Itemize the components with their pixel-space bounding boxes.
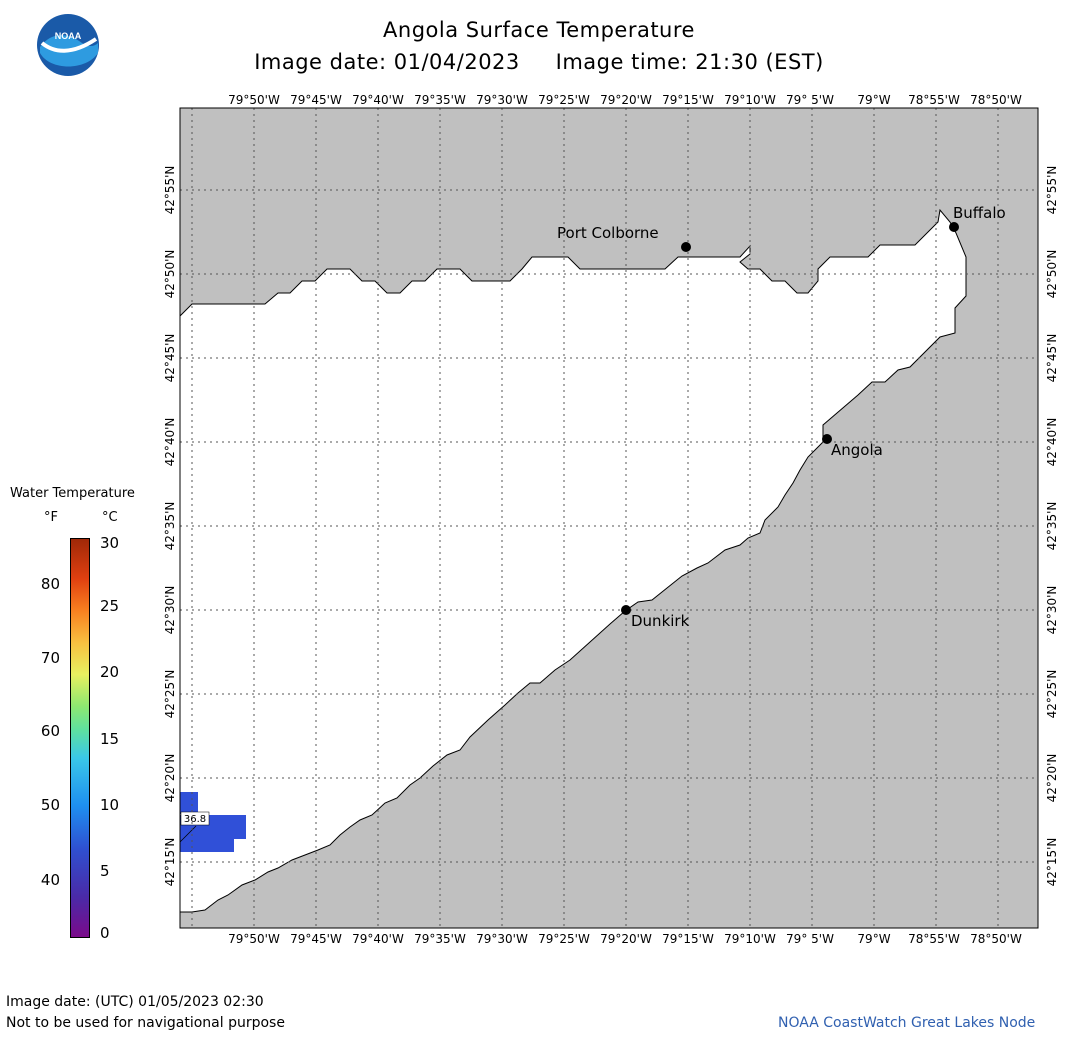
lon-label-top: 79°45'W — [290, 93, 342, 107]
lon-label-bottom: 79°30'W — [476, 932, 528, 946]
city-marker-port-colborne — [681, 242, 691, 252]
city-label-dunkirk: Dunkirk — [631, 612, 690, 630]
temperature-color-bar — [70, 538, 90, 938]
legend-tick-f: 40 — [40, 871, 60, 889]
lat-label-right: 42°50'N — [1045, 250, 1059, 299]
lat-label-right: 42°45'N — [1045, 334, 1059, 383]
lon-label-top: 79°50'W — [228, 93, 280, 107]
city-label-buffalo: Buffalo — [953, 204, 1006, 222]
lon-label-top: 79° 5'W — [786, 93, 834, 107]
lon-label-bottom: 79°40'W — [352, 932, 404, 946]
lon-label-top: 79°W — [857, 93, 890, 107]
legend-unit-c: °C — [102, 510, 118, 525]
lon-label-bottom: 78°55'W — [908, 932, 960, 946]
temperature-readout: 36.8 — [184, 814, 206, 825]
lat-label-left: 42°40'N — [163, 418, 177, 467]
credit-text: NOAA CoastWatch Great Lakes Node — [778, 1015, 1036, 1031]
lon-label-bottom: 79°45'W — [290, 932, 342, 946]
legend-tick-c: 0 — [100, 924, 110, 942]
lat-label-left: 42°20'N — [163, 754, 177, 803]
logo-text: NOAA — [55, 31, 82, 41]
lat-label-right: 42°25'N — [1045, 670, 1059, 719]
city-marker-dunkirk — [621, 605, 631, 615]
lon-label-top: 78°50'W — [970, 93, 1022, 107]
legend-tick-f: 60 — [40, 722, 60, 740]
map-panel: 36.8 79°50'W 79°45'W 79°40'W 79°35'W 79°… — [163, 93, 1059, 946]
lat-label-left: 42°55'N — [163, 166, 177, 215]
city-marker-buffalo — [949, 222, 959, 232]
lon-label-bottom: 79°35'W — [414, 932, 466, 946]
legend-tick-c: 25 — [100, 597, 120, 615]
lon-label-bottom: 78°50'W — [970, 932, 1022, 946]
lat-label-right: 42°15'N — [1045, 838, 1059, 887]
legend-tick-c: 5 — [100, 862, 110, 880]
lon-label-bottom: 79°50'W — [228, 932, 280, 946]
lon-label-top: 79°15'W — [662, 93, 714, 107]
lake-erie-water — [179, 208, 967, 913]
lat-label-right: 42°40'N — [1045, 418, 1059, 467]
legend-tick-f: 70 — [40, 649, 60, 667]
lat-label-left: 42°30'N — [163, 586, 177, 635]
city-label-port-colborne: Port Colborne — [557, 224, 659, 242]
lat-label-left: 42°50'N — [163, 250, 177, 299]
page-title: Angola Surface Temperature — [383, 18, 695, 42]
lat-label-right: 42°55'N — [1045, 166, 1059, 215]
legend-title: Water Temperature — [10, 486, 135, 501]
lat-label-right: 42°35'N — [1045, 502, 1059, 551]
legend-tick-c: 20 — [100, 663, 120, 681]
legend-tick-f: 50 — [40, 796, 60, 814]
lon-label-top: 79°10'W — [724, 93, 776, 107]
lat-label-right: 42°30'N — [1045, 586, 1059, 635]
lat-label-left: 42°15'N — [163, 838, 177, 887]
legend-unit-f: °F — [44, 510, 58, 525]
temperature-pixels — [180, 792, 246, 852]
legend-tick-f: 80 — [40, 575, 60, 593]
lon-label-top: 79°25'W — [538, 93, 590, 107]
lat-label-left: 42°35'N — [163, 502, 177, 551]
lon-label-top: 79°35'W — [414, 93, 466, 107]
lat-label-left: 42°45'N — [163, 334, 177, 383]
lat-label-right: 42°20'N — [1045, 754, 1059, 803]
legend-tick-c: 10 — [100, 796, 120, 814]
lon-label-bottom: 79°W — [857, 932, 890, 946]
lon-label-bottom: 79° 5'W — [786, 932, 834, 946]
lat-label-left: 42°25'N — [163, 670, 177, 719]
city-label-angola: Angola — [831, 441, 883, 459]
city-marker-angola — [822, 434, 832, 444]
legend-tick-c: 30 — [100, 534, 120, 552]
lon-label-top: 79°40'W — [352, 93, 404, 107]
lon-label-bottom: 79°15'W — [662, 932, 714, 946]
lon-label-top: 79°20'W — [600, 93, 652, 107]
graticule — [180, 108, 1038, 928]
lon-label-bottom: 79°10'W — [724, 932, 776, 946]
temperature-readout-box — [180, 811, 210, 826]
lon-label-top: 78°55'W — [908, 93, 960, 107]
image-datetime: Image date: 01/04/2023 Image time: 21:30… — [254, 50, 824, 74]
lon-label-bottom: 79°25'W — [538, 932, 590, 946]
utc-image-date: Image date: (UTC) 01/05/2023 02:30 — [6, 994, 264, 1010]
lon-label-top: 79°30'W — [476, 93, 528, 107]
navigation-disclaimer: Not to be used for navigational purpose — [6, 1015, 285, 1031]
lon-label-bottom: 79°20'W — [600, 932, 652, 946]
noaa-logo: NOAA — [37, 14, 99, 76]
legend-tick-c: 15 — [100, 730, 120, 748]
